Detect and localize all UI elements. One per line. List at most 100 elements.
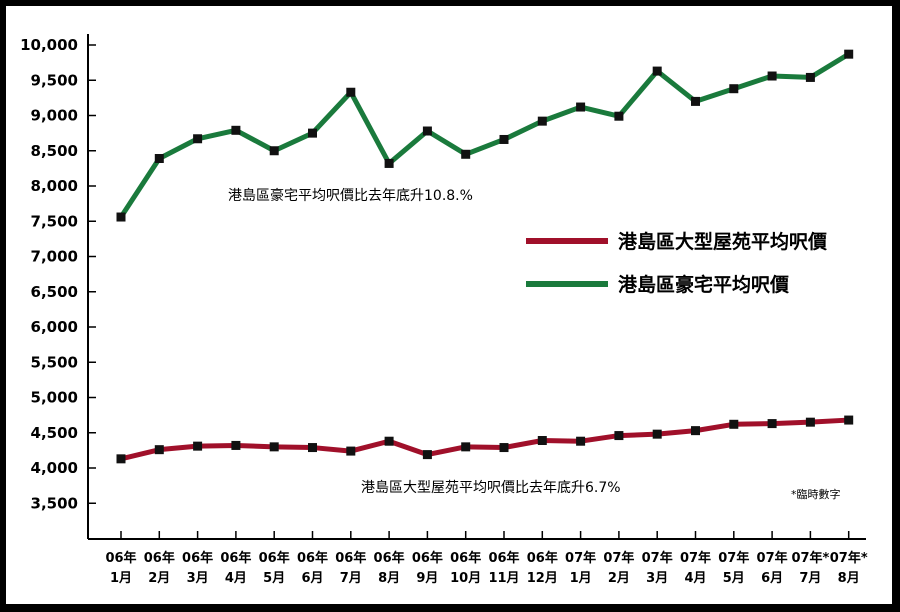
data-point [193, 441, 203, 451]
y-tick-label: 6,000 [31, 318, 78, 336]
x-tick-label-year: 06年 [335, 550, 366, 566]
x-tick-label-month: 2月 [608, 571, 630, 586]
x-tick-label-year: 06年 [259, 550, 290, 566]
annotation-luxury: 港島區豪宅平均呎價比去年底升10.8.% [228, 187, 473, 204]
data-point [231, 125, 241, 135]
legend-label-estate: 港島區大型屋苑平均呎價 [618, 230, 828, 253]
series-line-1 [118, 52, 850, 219]
data-point [231, 440, 241, 450]
y-tick-label: 9,500 [31, 71, 78, 89]
data-point [384, 158, 394, 168]
x-tick-label-month: 6月 [301, 571, 323, 586]
x-tick-label-month: 10月 [450, 571, 481, 586]
x-tick-label-month: 6月 [761, 571, 783, 586]
data-point [844, 49, 854, 59]
x-tick-label-year: 06年 [105, 550, 136, 566]
chart-frame: 10,000 9,500 9,000 8,500 8,000 7,500 7,000 6,50… [6, 6, 892, 604]
x-tick-label-month: 4月 [225, 571, 247, 586]
data-point [499, 134, 509, 144]
data-point [691, 96, 700, 106]
data-point [422, 450, 432, 460]
series-line-0 [120, 417, 849, 462]
x-axis-ticks: 06年 1月 06年 2月 06年 3月 06年 4月 06年 5月 06年 6月 06年 7月 06年 8月… [105, 531, 868, 586]
x-tick-label-year: 07年* [791, 550, 829, 566]
data-point [691, 426, 700, 436]
provisional-note: *臨時數字 [791, 487, 841, 501]
data-point [269, 146, 279, 156]
data-point [384, 436, 394, 446]
y-tick-label: 4,500 [31, 424, 78, 442]
x-tick-label-year: 06年 [412, 550, 443, 566]
data-point [461, 149, 471, 159]
y-tick-label: 5,000 [31, 389, 78, 407]
x-tick-label-month: 8月 [838, 571, 860, 586]
y-tick-label: 10,000 [20, 36, 78, 54]
x-tick-label-year: 07年 [718, 550, 749, 566]
data-point [805, 72, 815, 82]
data-point [614, 431, 624, 441]
data-point [537, 116, 547, 126]
x-tick-label-month: 12月 [527, 571, 558, 586]
x-tick-label-month: 2月 [148, 571, 170, 586]
line-chart: 10,000 9,500 9,000 8,500 8,000 7,500 7,000 6,50… [20, 34, 868, 586]
y-tick-label: 8,500 [31, 142, 78, 160]
x-tick-label-year: 06年 [527, 550, 558, 566]
y-tick-label: 4,000 [31, 459, 78, 477]
x-tick-label-year: 06年 [297, 550, 328, 566]
y-tick-label: 6,500 [31, 283, 78, 301]
data-point [614, 111, 624, 121]
data-point [652, 66, 662, 76]
x-tick-label-month: 5月 [263, 571, 285, 586]
data-point [461, 442, 471, 452]
data-point [154, 445, 164, 455]
y-tick-label: 7,000 [31, 248, 78, 266]
y-tick-label: 9,000 [31, 107, 78, 125]
data-point [308, 443, 317, 453]
x-tick-label-month: 7月 [340, 571, 362, 586]
x-tick-label-year: 07年 [757, 550, 788, 566]
legend-label-luxury: 港島區豪宅平均呎價 [618, 273, 790, 296]
x-tick-label-month: 9月 [416, 571, 438, 586]
data-point [499, 443, 509, 453]
x-tick-label-month: 7月 [799, 571, 821, 586]
data-point [576, 102, 586, 112]
data-point [269, 442, 279, 452]
data-point [116, 454, 126, 464]
x-tick-label-month: 1月 [570, 571, 592, 586]
x-tick-label-month: 8月 [378, 571, 400, 586]
x-tick-label-year: 06年 [450, 550, 481, 566]
x-tick-label-year: 07年* [830, 550, 868, 566]
data-point [537, 436, 547, 446]
y-tick-label: 5,500 [31, 353, 78, 371]
x-tick-label-month: 3月 [646, 571, 668, 586]
data-point [576, 436, 586, 446]
x-tick-label-month: 4月 [684, 571, 706, 586]
y-tick-label: 7,500 [31, 212, 78, 230]
y-axis-ticks: 10,000 9,500 9,000 8,500 8,000 7,500 7,000 6,50… [20, 36, 96, 512]
data-point [346, 446, 356, 456]
data-point [346, 87, 356, 97]
x-tick-label-month: 5月 [723, 571, 745, 586]
x-tick-label-year: 07年 [642, 550, 673, 566]
x-tick-label-month: 11月 [488, 571, 519, 586]
y-tick-label: 8,000 [31, 177, 78, 195]
legend: 港島區大型屋苑平均呎價 港島區豪宅平均呎價 [526, 230, 828, 296]
data-point [652, 429, 662, 439]
data-point [193, 134, 203, 144]
x-tick-label-year: 06年 [220, 550, 251, 566]
y-tick-label: 3,500 [31, 494, 78, 512]
x-tick-label-year: 06年 [374, 550, 405, 566]
data-point [422, 126, 432, 136]
data-point [805, 417, 815, 427]
data-point [767, 419, 777, 429]
axes [87, 34, 866, 540]
x-tick-label-year: 07年 [565, 550, 596, 566]
data-point [308, 128, 317, 138]
x-tick-label-year: 06年 [182, 550, 213, 566]
data-point [154, 154, 164, 164]
data-point [729, 419, 739, 429]
annotation-estate: 港島區大型屋苑平均呎價比去年底升6.7% [361, 479, 621, 496]
x-tick-label-month: 3月 [187, 571, 209, 586]
x-tick-label-month: 1月 [110, 571, 132, 586]
series-lines [116, 49, 854, 464]
